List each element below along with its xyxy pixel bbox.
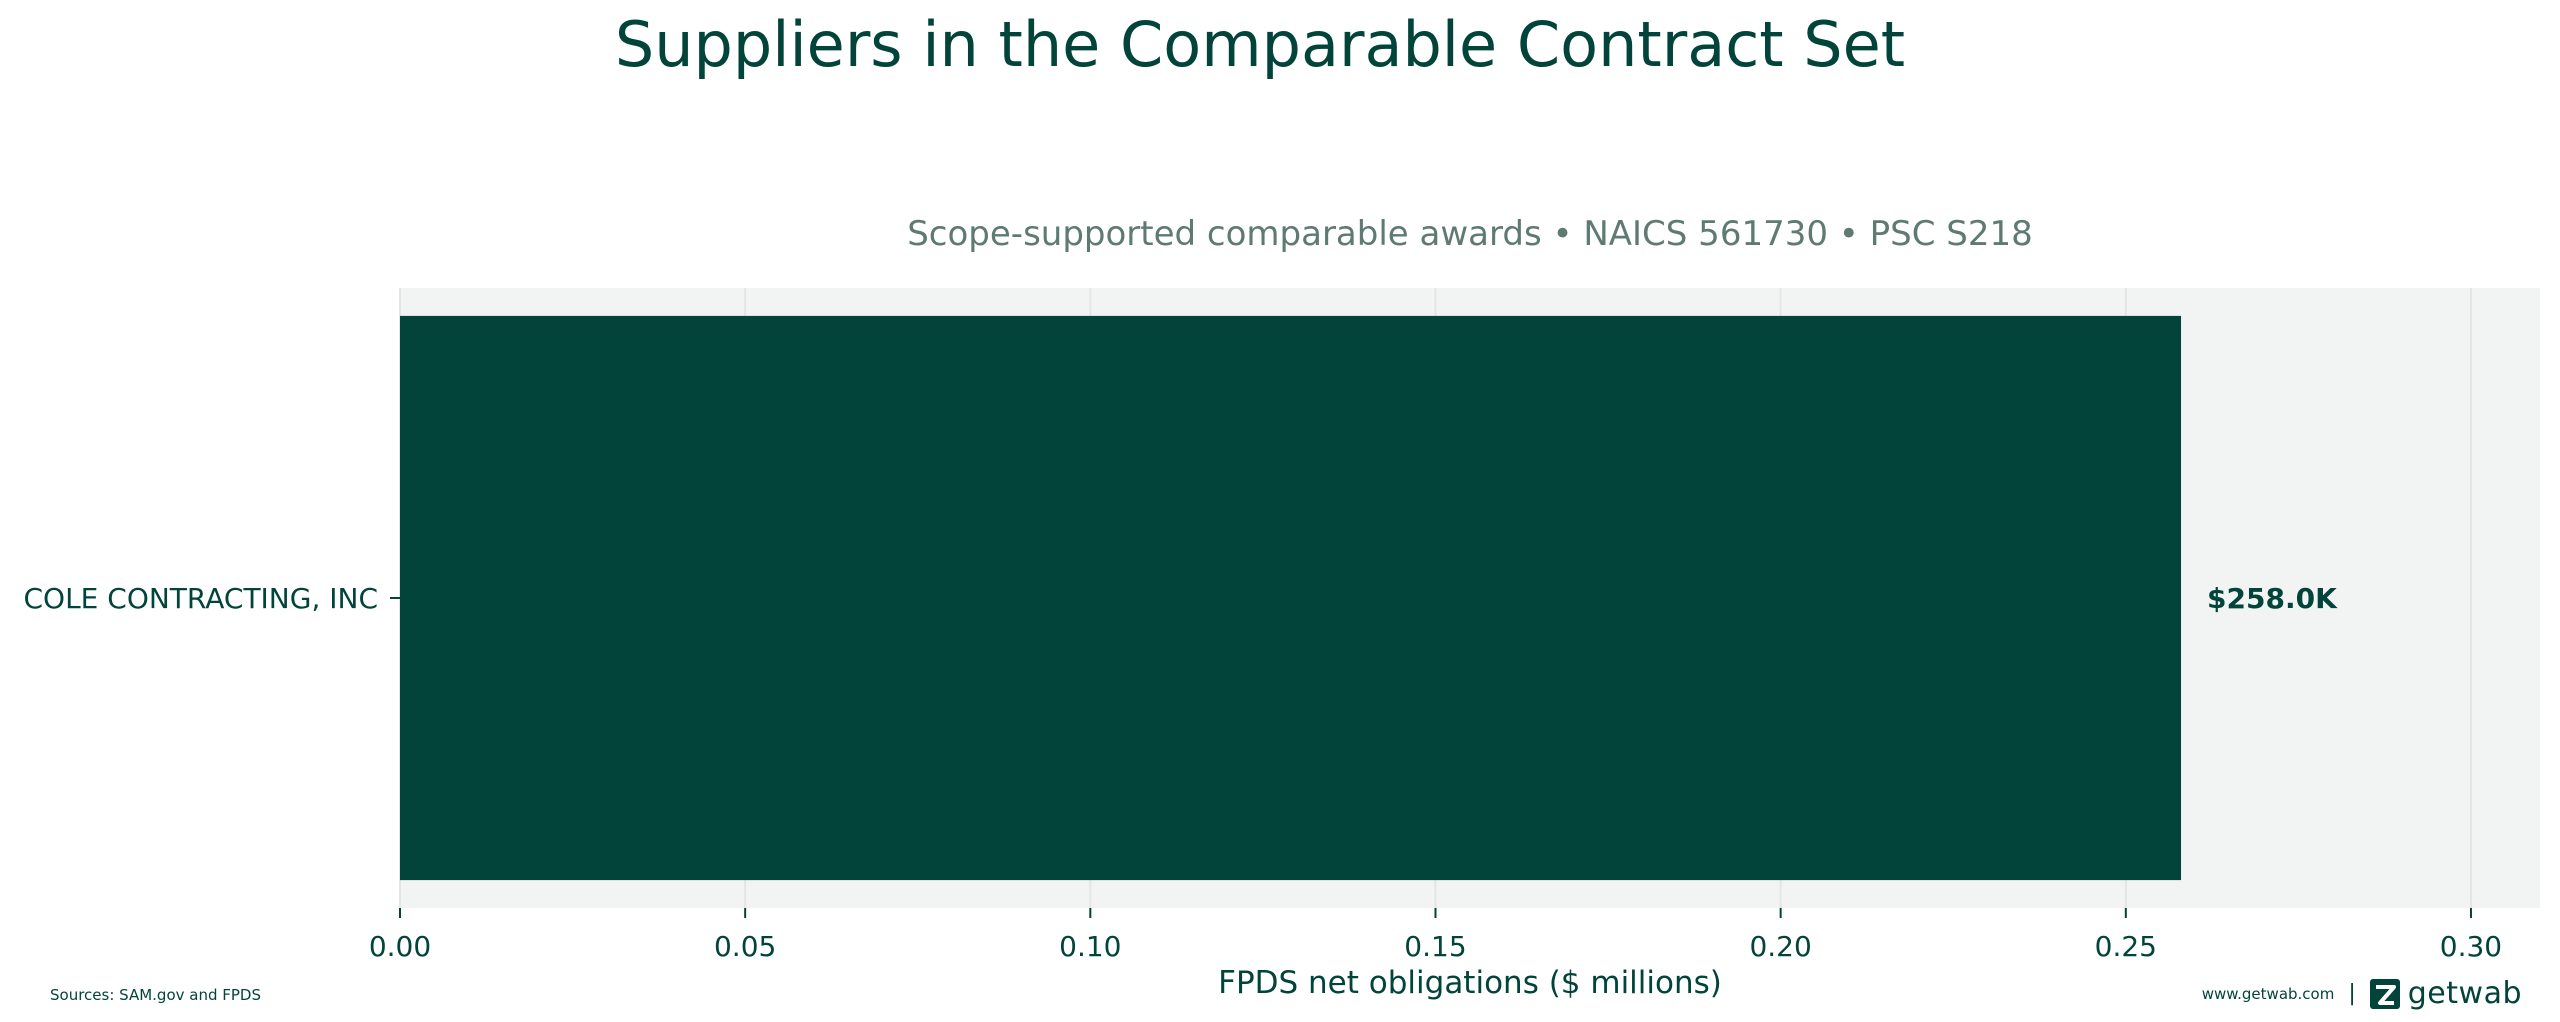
- footer-branding: www.getwab.com | getwab: [2202, 976, 2522, 1011]
- x-tick-label: 0.30: [2440, 930, 2502, 963]
- footer-separator: |: [2348, 981, 2356, 1006]
- y-category-label: COLE CONTRACTING, INC: [23, 582, 378, 615]
- x-tick-label: 0.20: [1749, 930, 1811, 963]
- brand-name: getwab: [2407, 976, 2522, 1011]
- bar-data-label: $258.0K: [2207, 582, 2338, 615]
- sources-note: Sources: SAM.gov and FPDS: [50, 986, 262, 1004]
- x-tick-label: 0.05: [714, 930, 776, 963]
- chart-title: Suppliers in the Comparable Contract Set: [614, 8, 1906, 81]
- y-axis-labels: COLE CONTRACTING, INC: [23, 582, 400, 615]
- x-tick-label: 0.00: [369, 930, 431, 963]
- x-axis-ticks: 0.00 0.05 0.10 0.15 0.20 0.25 0.30: [369, 908, 2502, 963]
- brand-logo: getwab: [2369, 976, 2522, 1011]
- bar: [400, 315, 2182, 881]
- bars: $258.0K: [400, 315, 2338, 881]
- website-link[interactable]: www.getwab.com: [2201, 984, 2335, 1003]
- x-tick-label: 0.25: [2095, 930, 2157, 963]
- x-tick-label: 0.15: [1404, 930, 1466, 963]
- x-axis-label: FPDS net obligations ($ millions): [1218, 965, 1722, 1001]
- getwab-logo-icon: [2369, 978, 2400, 1009]
- chart-subtitle: Scope-supported comparable awards • NAIC…: [907, 214, 2033, 254]
- x-tick-label: 0.10: [1059, 930, 1121, 963]
